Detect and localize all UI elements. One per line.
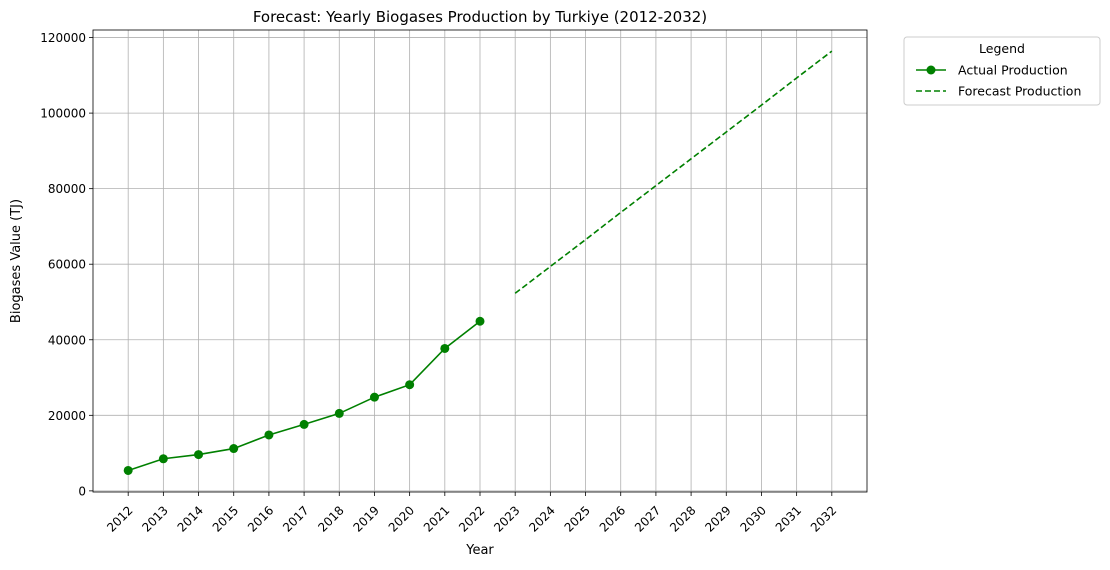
y-tick-label: 0: [78, 484, 86, 498]
legend-entry-label: Forecast Production: [958, 84, 1081, 99]
series-line-1: [514, 50, 833, 294]
y-axis-label: Biogases Value (TJ): [9, 199, 24, 323]
x-tick-label: 2019: [350, 503, 381, 534]
y-tick-label: 20000: [48, 409, 86, 423]
grid: [93, 30, 867, 492]
data-point: [158, 454, 168, 464]
y-tick-label: 40000: [48, 333, 86, 347]
x-tick-label: 2026: [597, 503, 628, 534]
data-point: [405, 380, 415, 390]
x-tick-label: 2023: [491, 503, 522, 534]
legend-title: Legend: [979, 41, 1025, 56]
data-point: [334, 408, 344, 418]
x-tick-label: 2024: [526, 503, 557, 534]
legend-box: [903, 36, 1101, 106]
x-tick-label: 2028: [667, 503, 698, 534]
data-point: [194, 450, 204, 460]
chart-title: Forecast: Yearly Biogases Production by …: [253, 8, 707, 26]
legend-swatch-marker: [926, 65, 936, 75]
data-point: [123, 465, 133, 475]
y-tick-label: 120000: [40, 31, 86, 45]
data-point: [299, 419, 309, 429]
x-tick-label: 2025: [562, 503, 593, 534]
x-tick-label: 2030: [737, 503, 768, 534]
plot-frame: [92, 29, 868, 493]
x-tick-label: 2014: [175, 503, 206, 534]
x-tick-label: 2012: [104, 503, 135, 534]
x-tick-label: 2020: [386, 503, 417, 534]
x-tick-label: 2016: [245, 503, 276, 534]
data-point: [229, 444, 239, 454]
x-tick-label: 2013: [139, 503, 170, 534]
data-point: [440, 343, 450, 353]
x-tick-label: 2029: [702, 503, 733, 534]
data-point: [475, 316, 485, 326]
y-tick-label: 80000: [48, 182, 86, 196]
x-tick-label: 2032: [808, 503, 839, 534]
series-layer: [123, 50, 833, 475]
legend: Legend Actual Production Forecast Producti…: [903, 36, 1101, 106]
data-point: [264, 430, 274, 440]
data-point: [369, 392, 379, 402]
legend-entry-label: Actual Production: [958, 63, 1068, 78]
y-tick-label: 100000: [40, 107, 86, 121]
x-tick-label: 2027: [632, 503, 663, 534]
x-tick-label: 2015: [210, 503, 241, 534]
x-tick-label: 2021: [421, 503, 452, 534]
x-tick-label: 2022: [456, 503, 487, 534]
x-tick-label: 2017: [280, 503, 311, 534]
x-tick-label: 2031: [773, 503, 804, 534]
x-tick-label: 2018: [315, 503, 346, 534]
y-tick-label: 60000: [48, 258, 86, 272]
axes: 2012 2013 2014 2015 2016 2017 2018 2019 2020 2021…: [40, 29, 868, 535]
x-axis-label: Year: [465, 543, 494, 558]
